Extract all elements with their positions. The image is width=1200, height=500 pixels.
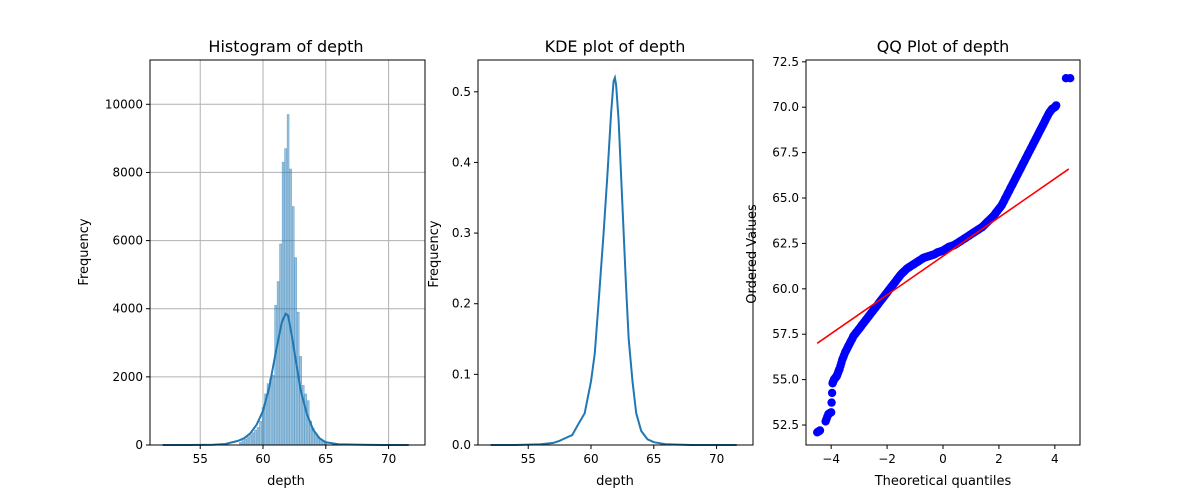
histogram-kde-line xyxy=(162,312,409,446)
histogram-bar xyxy=(246,436,250,446)
kde-y-tick-label: 0.1 xyxy=(452,367,471,381)
qq-y-tick-label: 62.5 xyxy=(772,236,799,250)
histogram-x-tick-label: 70 xyxy=(381,452,396,466)
qq-y-tick-label: 60.0 xyxy=(772,282,799,296)
qq-x-tick-label: 0 xyxy=(939,452,947,466)
histogram-x-tick-label: 60 xyxy=(255,452,270,466)
kde-title: KDE plot of depth xyxy=(545,37,686,56)
kde-x-tick-label: 65 xyxy=(646,452,661,466)
kde-axes-frame xyxy=(477,59,754,446)
qq-y-tick-label: 67.5 xyxy=(772,146,799,160)
histogram-x-tick-label: 55 xyxy=(193,452,208,466)
kde-y-tick-label: 0.2 xyxy=(452,297,471,311)
qq-y-tick-label: 72.5 xyxy=(772,55,799,69)
qq-y-tick-label: 65.0 xyxy=(772,191,799,205)
histogram-bar xyxy=(289,168,292,446)
qq-y-tick-label: 70.0 xyxy=(772,100,799,114)
histogram-bar xyxy=(271,374,275,446)
kde-y-ticks: 0.0 0.1 0.2 0.3 0.4 0.5 xyxy=(452,85,478,452)
histogram-bar xyxy=(279,243,282,446)
qq-y-ticks: 52.5 55.0 57.5 60.0 62.5 65.0 67.5 70.0 72.5 xyxy=(772,55,806,432)
qq-point xyxy=(1066,74,1075,83)
histogram-bar xyxy=(276,281,280,446)
histogram-bar xyxy=(241,440,245,446)
histogram-bar xyxy=(244,438,247,446)
qq-y-tick-label: 55.0 xyxy=(772,373,799,387)
qq-point xyxy=(827,398,836,407)
qq-x-tick-label: 4 xyxy=(1051,452,1059,466)
qq-x-tick-label: −4 xyxy=(822,452,840,466)
histogram-bars xyxy=(239,114,328,446)
qq-x-ticks: −4 −2 0 2 4 xyxy=(822,445,1059,466)
histogram-bar xyxy=(251,432,255,446)
qq-fit-line xyxy=(816,168,1070,344)
histogram-axes-frame xyxy=(149,59,426,446)
kde-y-tick-label: 0.3 xyxy=(452,226,471,240)
histogram-y-tick-label: 0 xyxy=(135,438,143,452)
histogram-bar xyxy=(281,161,285,446)
kde-ylabel: Frequency xyxy=(427,220,442,287)
histogram-bar xyxy=(286,114,290,446)
histogram-panel: Histogram of depth 55 60 65 70 0 2000 4000 600… xyxy=(77,37,426,489)
qq-point xyxy=(827,408,836,417)
kde-x-tick-label: 60 xyxy=(583,452,598,466)
kde-line xyxy=(490,73,737,446)
qq-point xyxy=(827,388,837,398)
histogram-bar xyxy=(259,420,262,446)
kde-x-tick-label: 55 xyxy=(521,452,536,466)
histogram-x-ticks: 55 60 65 70 xyxy=(193,445,396,466)
kde-panel: KDE plot of depth 55 60 65 70 0.00.10.20.30… xyxy=(427,37,754,489)
kde-x-ticks: 55 60 65 70 xyxy=(521,445,724,466)
qq-title: QQ Plot of depth xyxy=(877,37,1010,56)
qq-panel: QQ Plot of depth −4 −2 0 2 4 52.5 55.0 57.5 60.… xyxy=(745,37,1081,489)
qq-y-tick-label: 57.5 xyxy=(772,327,799,341)
histogram-bar xyxy=(299,356,302,446)
histogram-bar xyxy=(254,429,257,446)
kde-y-tick-label: 0.5 xyxy=(452,85,471,99)
histogram-y-tick-label: 6000 xyxy=(112,234,143,248)
histogram-bar xyxy=(304,393,307,446)
histogram-bar xyxy=(274,305,277,446)
qq-x-tick-label: 2 xyxy=(995,452,1003,466)
histogram-xlabel: depth xyxy=(267,474,305,489)
histogram-bar xyxy=(291,206,295,446)
histogram-y-tick-label: 10000 xyxy=(105,97,143,111)
qq-ylabel: Ordered Values xyxy=(745,204,760,304)
histogram-x-tick-label: 65 xyxy=(318,452,333,466)
histogram-title: Histogram of depth xyxy=(208,37,363,56)
kde-y-tick-label: 0.0 xyxy=(452,438,471,452)
qq-y-tick-label: 52.5 xyxy=(772,418,799,432)
kde-y-tick-label: 0.4 xyxy=(452,155,471,169)
histogram-bar xyxy=(306,400,310,446)
qq-points xyxy=(813,74,1075,437)
qq-xlabel: Theoretical quantiles xyxy=(874,474,1012,489)
histogram-bar xyxy=(256,427,260,446)
histogram-y-tick-label: 4000 xyxy=(112,302,143,316)
histogram-ylabel: Frequency xyxy=(77,218,92,285)
histogram-y-ticks: 0 2000 4000 6000 8000 10000 xyxy=(105,97,150,452)
qq-x-tick-label: −2 xyxy=(878,452,896,466)
kde-x-tick-label: 70 xyxy=(709,452,724,466)
kde-xlabel: depth xyxy=(596,474,634,489)
qq-point xyxy=(815,426,825,435)
histogram-bar xyxy=(284,148,287,446)
histogram-bar xyxy=(249,434,252,446)
histogram-y-tick-label: 2000 xyxy=(112,370,143,384)
histogram-y-tick-label: 8000 xyxy=(112,165,143,179)
qq-point xyxy=(1052,101,1061,110)
